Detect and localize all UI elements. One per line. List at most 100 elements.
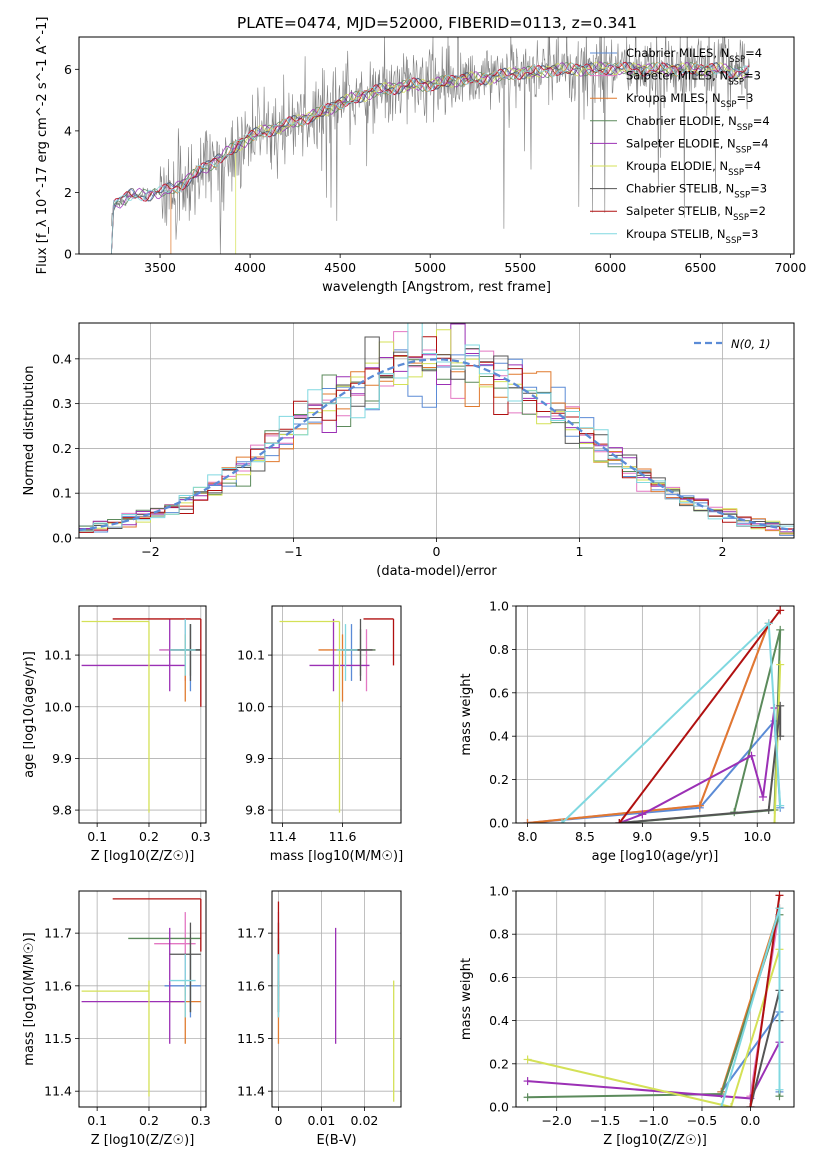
mass-weight-marker	[776, 732, 785, 741]
legend-subscript: SSP	[728, 78, 744, 88]
legend-model-name: Salpeter STELIB, N	[626, 204, 733, 218]
y-axis-label: Flux [f_λ 10^-17 erg cm^-2 s^-1 A^-1]	[35, 17, 50, 275]
model-spectrum-line	[111, 61, 750, 254]
y-axis-label: mass [log10(M/M☉)]	[22, 932, 37, 1065]
legend-nssp: =4	[752, 136, 769, 150]
axes-frame	[78, 322, 795, 539]
y-tick-label: 1.0	[489, 599, 509, 614]
x-axis-label: Z [log10(Z/Z☉)]	[91, 849, 195, 864]
legend-entry: Chabrier ELODIE, NSSP=4	[626, 114, 770, 133]
panel-spectrum: 3500 4000 4500 5000 5500 6000 6500 7000 0 2 4 6 wave…	[35, 17, 806, 295]
mass-weight-series-line	[618, 609, 781, 823]
mass-weight-series-line	[527, 623, 770, 823]
y-axis-label: Normed distribution	[22, 366, 37, 496]
error-bar-point	[81, 927, 186, 1044]
mass-weight-marker	[523, 1077, 532, 1086]
error-bar-point	[112, 898, 202, 952]
x-tick-label: 1	[576, 544, 584, 559]
y-tick-label: 11.6	[44, 978, 72, 993]
y-tick-label: 11.7	[237, 926, 265, 941]
error-bar-point	[81, 618, 186, 692]
error-bar-point	[81, 620, 150, 813]
x-tick-label: 4500	[324, 260, 356, 275]
mass-weight-marker	[764, 619, 773, 628]
x-axis-label: E(B-V)	[316, 1133, 356, 1148]
model-spectrum-line	[235, 61, 749, 254]
mass-weight-series-line	[619, 705, 782, 823]
y-tick-label: 0.0	[489, 1100, 509, 1115]
x-tick-label: 8.5	[575, 829, 595, 844]
x-tick-label: 0.0	[740, 1113, 760, 1128]
ticks: 0 0.01 0.02 11.4 11.5 11.6 11.7	[237, 926, 378, 1128]
x-tick-label: −2	[141, 544, 159, 559]
y-tick-label: 0.3	[52, 396, 72, 411]
y-tick-label: 11.6	[237, 978, 265, 993]
legend-entry: Salpeter MILES, NSSP=3	[626, 69, 761, 88]
legend-model-name: Kroupa ELODIE, N	[626, 159, 728, 173]
y-tick-label: 9.8	[245, 803, 265, 818]
ticks: 0.1 0.2 0.3 9.8 9.9 10.0 10.1	[44, 648, 211, 844]
x-tick-label: 0	[433, 544, 441, 559]
x-tick-label: 0.2	[139, 1113, 159, 1128]
x-tick-label: 0.2	[139, 829, 159, 844]
error-bar-point	[81, 980, 150, 1097]
legend-subscript: SSP	[736, 145, 752, 155]
grid-lines	[79, 606, 206, 823]
y-tick-label: 0.2	[52, 441, 72, 456]
error-bar-point	[363, 618, 395, 666]
y-tick-label: 10.1	[237, 648, 265, 663]
x-tick-label: 3500	[144, 260, 176, 275]
plot-area	[79, 323, 794, 538]
mass-weight-marker	[776, 801, 785, 810]
error-bar-point	[112, 618, 202, 707]
histogram-legend: N(0, 1)	[694, 337, 771, 351]
mass-weight-marker	[746, 1103, 755, 1107]
model-spectrum-line	[111, 61, 750, 254]
panel-mass-vs-Z: 0.1 0.2 0.3 11.4 11.5 11.6 11.7 Z [log10(Z/Z☉)]…	[22, 890, 211, 1148]
plot-area	[277, 901, 395, 1102]
error-bar-point	[279, 620, 341, 813]
axes-frame	[78, 36, 795, 255]
axes-frame	[515, 605, 795, 824]
y-tick-label: 0.4	[489, 1013, 509, 1028]
panel-mass-vs-ebv: 0 0.01 0.02 11.4 11.5 11.6 11.7 E(B-V)	[237, 890, 402, 1148]
mass-weight-marker	[758, 792, 767, 801]
axes-frame	[78, 605, 207, 824]
panel-mass-weight-vs-age: 8.0 8.5 9.0 9.5 10.0 0.0 0.2 0.4 0.6 0.8 1.0 age [l…	[459, 599, 795, 864]
legend-nssp: =3	[736, 91, 753, 105]
y-tick-label: 11.7	[44, 926, 72, 941]
y-tick-label: 0.2	[489, 772, 509, 787]
mass-weight-marker	[523, 1055, 532, 1064]
x-tick-label: 2	[719, 544, 727, 559]
mass-weight-marker	[557, 819, 566, 823]
y-tick-label: 11.4	[237, 1084, 265, 1099]
error-bar-point	[169, 634, 196, 702]
x-axis-label: wavelength [Angstrom, rest frame]	[322, 280, 551, 295]
y-tick-label: 0.4	[489, 729, 509, 744]
y-tick-label: 0.8	[489, 642, 509, 657]
legend-entry: Kroupa STELIB, NSSP=3	[626, 227, 758, 246]
y-tick-label: 0.6	[489, 685, 509, 700]
mass-weight-marker	[775, 1085, 784, 1094]
mass-weight-marker	[727, 1103, 736, 1107]
legend-model-name: Chabrier MILES, N	[626, 46, 729, 60]
x-tick-label: −1.0	[638, 1113, 668, 1128]
model-spectrum-line	[111, 61, 750, 254]
x-axis-label: (data-model)/error	[376, 564, 497, 579]
axes-frame	[515, 890, 795, 1108]
error-bar-point	[169, 618, 196, 676]
x-tick-label: 10.0	[743, 829, 771, 844]
legend-subscript: SSP	[737, 123, 753, 133]
x-tick-label: 0.1	[87, 829, 107, 844]
error-bar-point	[336, 624, 367, 681]
mass-weight-series-line	[527, 949, 781, 1107]
x-axis-label: age [log10(age/yr)]	[592, 849, 719, 864]
plot-area	[523, 891, 784, 1107]
observed-spectrum-line	[111, 37, 750, 254]
x-tick-label: 0.3	[191, 829, 211, 844]
x-tick-label: 0.01	[308, 1113, 336, 1128]
x-tick-label: 0.1	[87, 1113, 107, 1128]
x-axis-label: Z [log10(Z/Z☉)]	[91, 1133, 195, 1148]
y-tick-label: 10.1	[44, 648, 72, 663]
y-axis-label: mass weight	[459, 673, 474, 755]
